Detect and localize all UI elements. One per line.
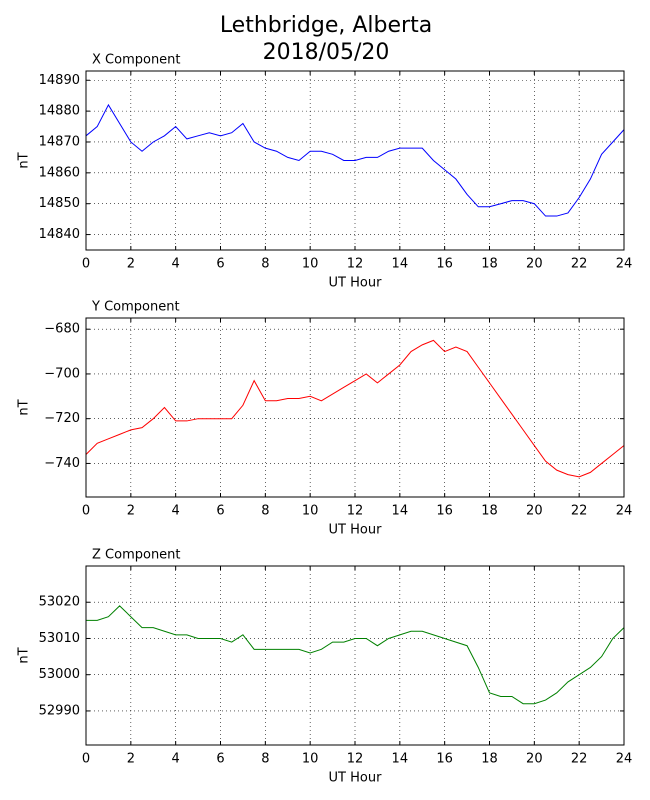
plot-frame	[85, 70, 625, 251]
x-tick-label: 6	[216, 504, 224, 519]
x-tick-label: 2	[127, 504, 135, 519]
y-axis-label: nT	[17, 399, 32, 415]
data-line	[86, 605, 625, 705]
subplot-title: X Component	[92, 53, 181, 68]
x-tick-label: 20	[526, 504, 543, 519]
x-tick-label: 24	[616, 504, 633, 519]
y-tick-label: 14870	[39, 134, 80, 149]
x-tick-label: 18	[481, 504, 498, 519]
y-tick-label: 52990	[39, 703, 80, 718]
x-tick-label: 8	[261, 504, 269, 519]
x-tick-label: 24	[616, 752, 633, 767]
x-tick-label: 22	[571, 752, 588, 767]
data-line	[85, 103, 625, 217]
y-tick-label: −700	[44, 366, 80, 381]
y-axis-label: nT	[17, 152, 32, 168]
x-tick-label: 10	[302, 504, 319, 519]
x-tick-label: 24	[616, 257, 633, 272]
x-tick-label: 4	[172, 257, 180, 272]
x-axis-label: UT Hour	[329, 523, 383, 538]
x-tick-label: 0	[82, 504, 90, 519]
x-tick-label: 4	[172, 504, 180, 519]
x-tick-label: 18	[481, 257, 498, 272]
x-tick-label: 20	[526, 257, 543, 272]
x-tick-label: 6	[216, 752, 224, 767]
x-tick-label: 8	[261, 257, 269, 272]
x-tick-label: 10	[302, 752, 319, 767]
subplot-title: Y Component	[91, 300, 180, 315]
x-tick-label: 12	[347, 752, 364, 767]
subplot-title: Z Component	[92, 548, 181, 563]
x-tick-label: 16	[436, 504, 453, 519]
x-tick-label: 22	[571, 257, 588, 272]
x-tick-label: 16	[436, 257, 453, 272]
y-tick-label: 53010	[39, 631, 80, 646]
figure-title: 2018/05/20	[263, 40, 390, 65]
x-tick-label: 16	[436, 752, 453, 767]
x-tick-label: 4	[172, 752, 180, 767]
x-tick-label: 14	[392, 257, 409, 272]
y-tick-label: 14860	[39, 165, 80, 180]
x-tick-label: 14	[392, 752, 409, 767]
plot-frame	[85, 565, 625, 746]
plot-frame	[85, 317, 625, 498]
y-tick-label: −680	[44, 322, 80, 337]
y-tick-label: 14850	[39, 196, 80, 211]
x-tick-label: 6	[216, 257, 224, 272]
y-tick-label: 14840	[39, 227, 80, 242]
x-axis-label: UT Hour	[329, 276, 383, 291]
x-tick-label: 10	[302, 257, 319, 272]
x-tick-label: 0	[82, 752, 90, 767]
x-tick-label: 12	[347, 504, 364, 519]
x-axis-label: UT Hour	[329, 771, 383, 786]
x-tick-label: 22	[571, 504, 588, 519]
x-tick-label: 18	[481, 752, 498, 767]
y-tick-label: −740	[44, 456, 80, 471]
figure-title: Lethbridge, Alberta	[220, 13, 432, 38]
x-tick-label: 2	[127, 752, 135, 767]
data-line	[85, 339, 625, 478]
y-tick-label: 14890	[39, 73, 80, 88]
x-tick-label: 14	[392, 504, 409, 519]
y-tick-label: −720	[44, 411, 80, 426]
y-tick-label: 14880	[39, 104, 80, 119]
x-tick-label: 0	[82, 257, 90, 272]
y-axis-label: nT	[17, 647, 32, 663]
x-tick-label: 20	[526, 752, 543, 767]
x-tick-label: 8	[261, 752, 269, 767]
x-tick-label: 12	[347, 257, 364, 272]
y-tick-label: 53020	[39, 595, 80, 610]
x-tick-label: 2	[127, 257, 135, 272]
y-tick-label: 53000	[39, 667, 80, 682]
